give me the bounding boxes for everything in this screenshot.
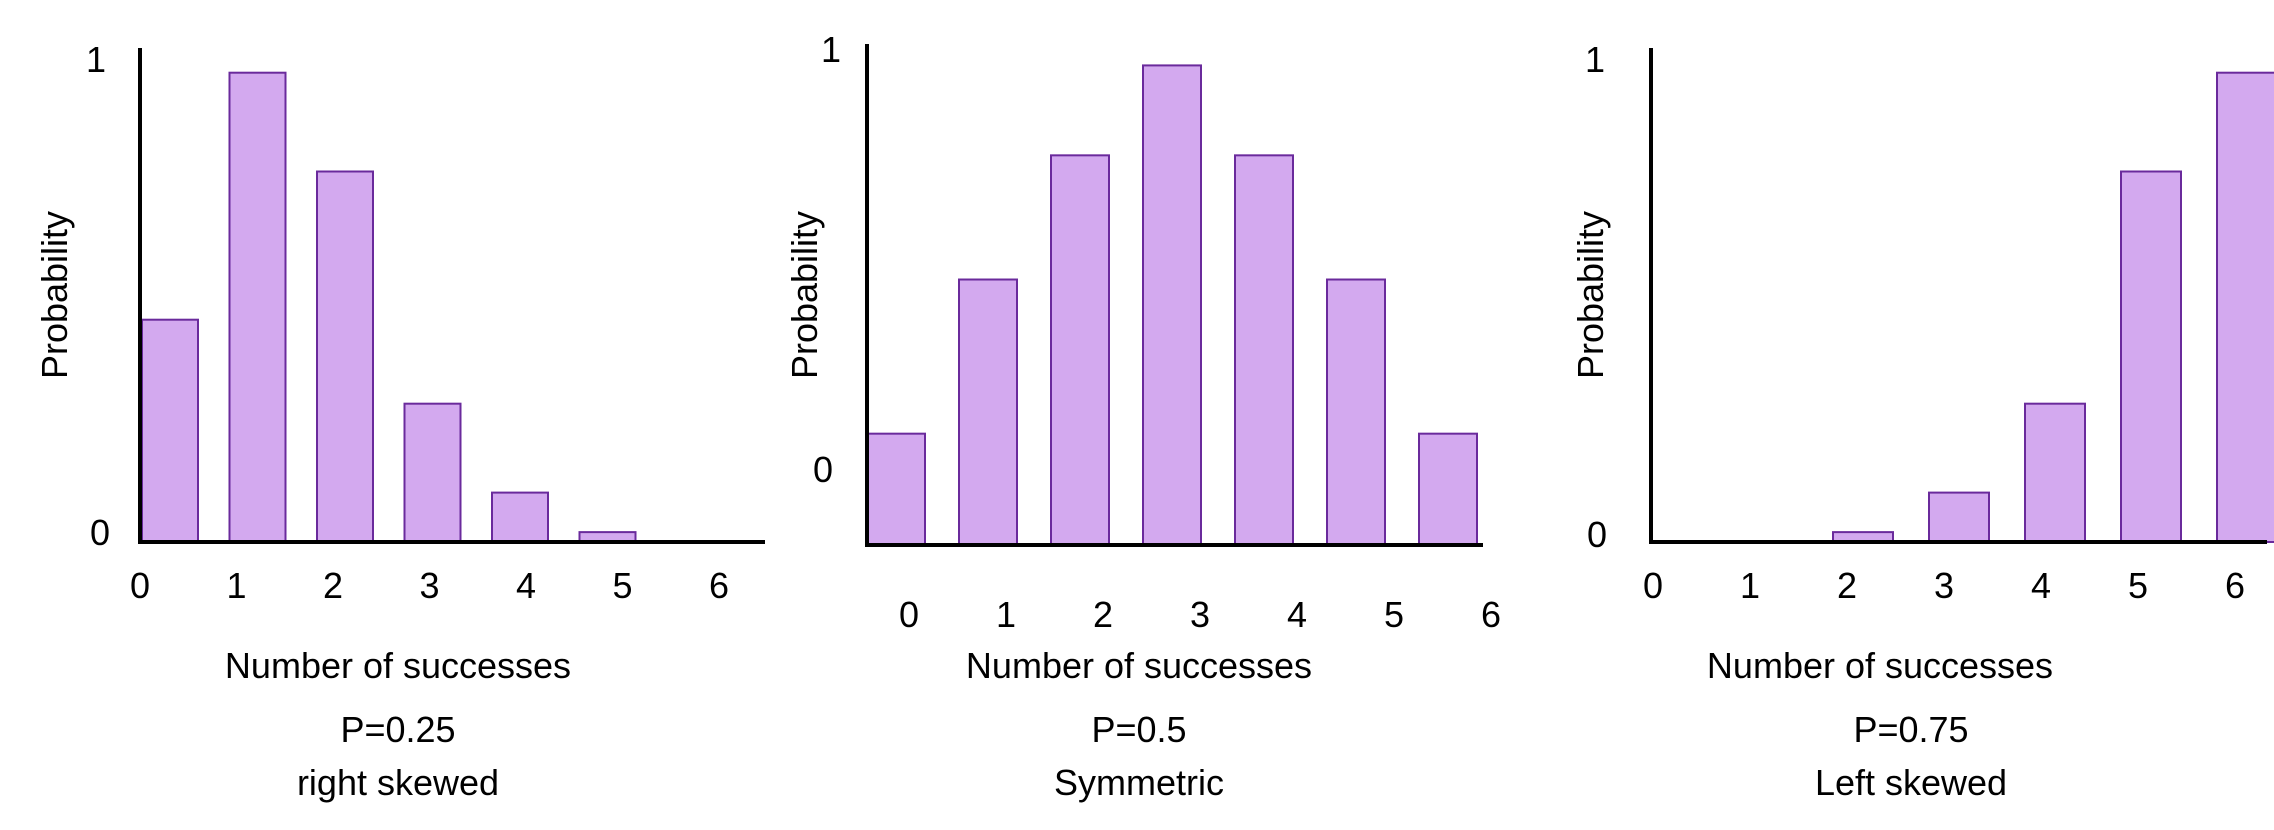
x-tick-label: 4 <box>2031 565 2051 606</box>
bar-3 <box>1142 64 1202 547</box>
x-tick-label: 2 <box>1837 565 1857 606</box>
chart-panel-p05: 0 1 2 3 4 5 6 Probability 1 0 Number of succes… <box>775 0 1555 830</box>
y-tick-label-zero: 0 <box>1587 514 1608 555</box>
y-tick-label-zero: 0 <box>813 449 834 490</box>
x-tick-label: 0 <box>1643 565 1663 606</box>
y-tick-label-top: 1 <box>821 29 842 70</box>
x-tick-label: 2 <box>1093 594 1113 635</box>
bar-4 <box>1234 154 1294 546</box>
chart-canvas: 0 1 2 3 4 5 6 <box>865 44 1501 635</box>
x-tick-label: 5 <box>1384 594 1404 635</box>
x-axis-label: Number of successes <box>965 645 1313 686</box>
x-tick-label: 5 <box>612 565 632 606</box>
bar-3 <box>2024 402 2086 543</box>
x-tick-label: 3 <box>419 565 439 606</box>
chart-caption-shape: Left skewed <box>1814 762 2008 803</box>
y-tick-label-zero: 0 <box>90 512 111 553</box>
bar-5 <box>2216 71 2274 543</box>
x-tick-label: 5 <box>2128 565 2148 606</box>
bar-2 <box>316 170 374 543</box>
x-tick-label: 1 <box>226 565 246 606</box>
bar-4 <box>2120 170 2182 543</box>
bar-5 <box>1326 278 1386 546</box>
bar-4 <box>491 491 549 544</box>
bar-2 <box>1050 154 1110 546</box>
x-tick-label: 1 <box>1740 565 1760 606</box>
chart-panel-p075: 0 1 2 3 4 5 6 Probability 1 0 Number of succes… <box>1555 0 2274 830</box>
bar-3 <box>403 402 462 543</box>
y-axis-label: Probability <box>34 210 75 380</box>
chart-panel-p025: 0 1 2 3 4 5 6 Probability 1 0 Number of succes… <box>0 0 780 830</box>
x-tick-label: 3 <box>1190 594 1210 635</box>
chart-caption-shape: right skewed <box>296 762 500 803</box>
chart-caption-probability: P=0.5 <box>1091 709 1187 750</box>
chart-caption-shape: Symmetric <box>1054 762 1224 803</box>
x-tick-label: 2 <box>323 565 343 606</box>
bar-1 <box>958 278 1018 546</box>
y-tick-label-top: 1 <box>86 39 107 80</box>
y-axis-label: Probability <box>784 210 825 380</box>
chart-caption-probability: P=0.75 <box>1853 709 1969 750</box>
bar-6 <box>1418 432 1478 546</box>
chart-canvas: 0 1 2 3 4 5 6 <box>130 48 765 606</box>
x-tick-label: 6 <box>709 565 729 606</box>
x-axis-label: Number of successes <box>224 645 572 686</box>
y-tick-label-top: 1 <box>1585 39 1606 80</box>
x-tick-label: 6 <box>2225 565 2245 606</box>
x-tick-label: 0 <box>130 565 150 606</box>
x-tick-label: 6 <box>1481 594 1501 635</box>
y-axis-label: Probability <box>1570 210 1611 380</box>
x-tick-label: 4 <box>1287 594 1307 635</box>
x-axis-label: Number of successes <box>1706 645 2054 686</box>
bar-1 <box>228 71 287 543</box>
x-tick-label: 0 <box>899 594 919 635</box>
x-tick-label: 4 <box>516 565 536 606</box>
chart-caption-probability: P=0.25 <box>340 709 456 750</box>
chart-canvas: 0 1 2 3 4 5 6 <box>1643 48 2274 606</box>
x-tick-label: 3 <box>1934 565 1954 606</box>
bar-2 <box>1928 491 1990 544</box>
x-tick-label: 1 <box>996 594 1016 635</box>
bar-0 <box>141 318 199 544</box>
bar-0 <box>866 432 926 546</box>
